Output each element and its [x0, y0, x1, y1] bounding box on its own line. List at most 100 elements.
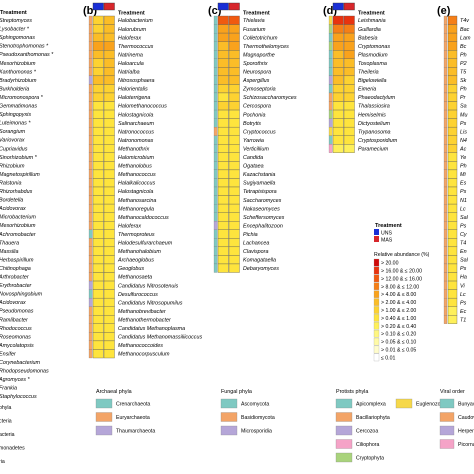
phylum-swatch	[439, 412, 455, 422]
heatmap-cell	[103, 92, 115, 102]
row-label: Thermothelomyces	[243, 44, 289, 50]
row-label: Achromobacter	[0, 232, 36, 238]
phylum-bar	[328, 24, 333, 34]
row-label: Methanoregula	[118, 206, 154, 212]
row-label: Nakaseomyces	[243, 206, 280, 212]
heatmap-cell	[228, 221, 240, 230]
heatmap-cell	[228, 212, 240, 222]
phylum-bar	[213, 161, 218, 171]
phylum-bar	[328, 144, 333, 153]
heatmap-cell	[332, 41, 344, 51]
heatmap-cell	[447, 238, 458, 248]
phylum-label: Euglenozoa	[416, 402, 444, 408]
row-label: Rhizorhabdus	[0, 189, 33, 195]
legend-swatch	[373, 329, 380, 338]
heatmap-cell	[228, 229, 240, 239]
heatmap-cell	[103, 101, 115, 111]
row-label: Ph	[460, 164, 467, 170]
heatmap-cell	[447, 246, 458, 256]
heatmap-cell	[103, 263, 115, 273]
phylum-bar	[443, 75, 448, 85]
heatmap-cell	[92, 280, 104, 290]
phylum-bar	[443, 289, 448, 299]
row-label: Ye	[460, 155, 466, 161]
phylum-bar	[328, 32, 333, 42]
row-label: Sporothrix	[243, 61, 268, 67]
phylum-bar	[213, 127, 218, 136]
phylum-bar	[443, 315, 448, 324]
legend-bin-label: > 16.00 & ≤ 20.00	[381, 269, 422, 275]
phylum-bar	[213, 75, 218, 85]
row-label: Cryptosporidium	[358, 138, 398, 144]
row-label: Natronomonas	[118, 138, 154, 144]
heatmap-cell	[343, 84, 355, 94]
heatmap-cell	[343, 126, 355, 136]
heatmap-cell	[103, 75, 115, 85]
heatmap-cell	[447, 212, 458, 222]
phylum-bar	[88, 280, 93, 290]
row-label: Sphingopyxis	[0, 112, 31, 118]
phylum-bar	[88, 186, 93, 196]
phylum-bar	[213, 92, 218, 102]
legend-swatch	[373, 274, 380, 283]
row-label: Candida	[243, 155, 263, 161]
heatmap-cell	[92, 118, 104, 128]
phylum-bar	[443, 101, 448, 111]
heatmap-cell	[332, 92, 344, 102]
row-label: Ramlibacter	[0, 317, 28, 323]
phylum-label: Caudovirale	[458, 415, 474, 421]
heatmap-cell	[217, 229, 229, 239]
heatmap-cell	[447, 169, 458, 179]
heatmap-cell	[103, 118, 115, 128]
row-label: Halobacterium	[118, 18, 153, 24]
phylum-bar	[88, 109, 93, 119]
phylum-bar	[443, 109, 448, 119]
row-label: Mu	[460, 112, 468, 118]
row-label: Rhodopseudomonas	[0, 369, 49, 375]
phylum-bar	[328, 41, 333, 51]
phylum-bar	[213, 135, 218, 145]
heatmap-cell	[332, 58, 344, 68]
heatmap-cell	[103, 67, 115, 77]
phylum-bar	[88, 298, 93, 307]
heatmap-cell	[92, 67, 104, 77]
row-label: Clavispora	[243, 249, 268, 255]
heatmap-cell	[92, 263, 104, 273]
row-label: Halodesulfurarchaeum	[118, 241, 173, 247]
row-label: Candidatus Nitrosopumilus	[118, 300, 183, 306]
row-label: Encephalitozoon	[243, 223, 283, 229]
row-label: Acidovorax	[0, 300, 26, 306]
heatmap-cell	[228, 126, 240, 136]
heatmap-cell	[447, 306, 458, 316]
row-label: Thermoproteus	[118, 232, 155, 238]
heatmap-cell	[103, 126, 115, 136]
legend-swatch	[373, 306, 380, 314]
heatmap-cell	[92, 126, 104, 136]
phylum-bar	[443, 272, 448, 282]
heatmap-cell	[447, 118, 458, 128]
heatmap-cell	[217, 178, 229, 188]
phylum-bar	[443, 246, 448, 256]
phylum-label: monadetes	[0, 446, 25, 452]
heatmap-cell	[447, 229, 458, 239]
phylum-bar	[88, 75, 93, 85]
row-label: Bigelowiella	[358, 78, 386, 84]
row-label: Pr	[460, 95, 466, 101]
phylum-bar	[328, 84, 333, 94]
phylum-bar	[328, 127, 333, 136]
phylum-bar	[88, 306, 93, 316]
phylum-bar	[88, 144, 93, 153]
legend-swatch	[373, 353, 380, 362]
phylum-label: Crenarchaeota	[116, 402, 150, 408]
heatmap-cell	[343, 144, 355, 153]
phylum-bar	[443, 118, 448, 128]
phyla-legend-title: Protists phyla	[336, 389, 368, 395]
heatmap-cell	[92, 195, 104, 205]
heatmap-cell	[447, 135, 458, 145]
row-label: Magnetospirillum	[0, 172, 40, 178]
heatmap-cell	[228, 255, 240, 265]
heatmap-cell	[103, 340, 115, 350]
row-label: Halostagnicola	[118, 112, 153, 118]
heatmap-cell	[332, 135, 344, 145]
row-label: Candidatus Methanoplasma	[118, 326, 185, 332]
